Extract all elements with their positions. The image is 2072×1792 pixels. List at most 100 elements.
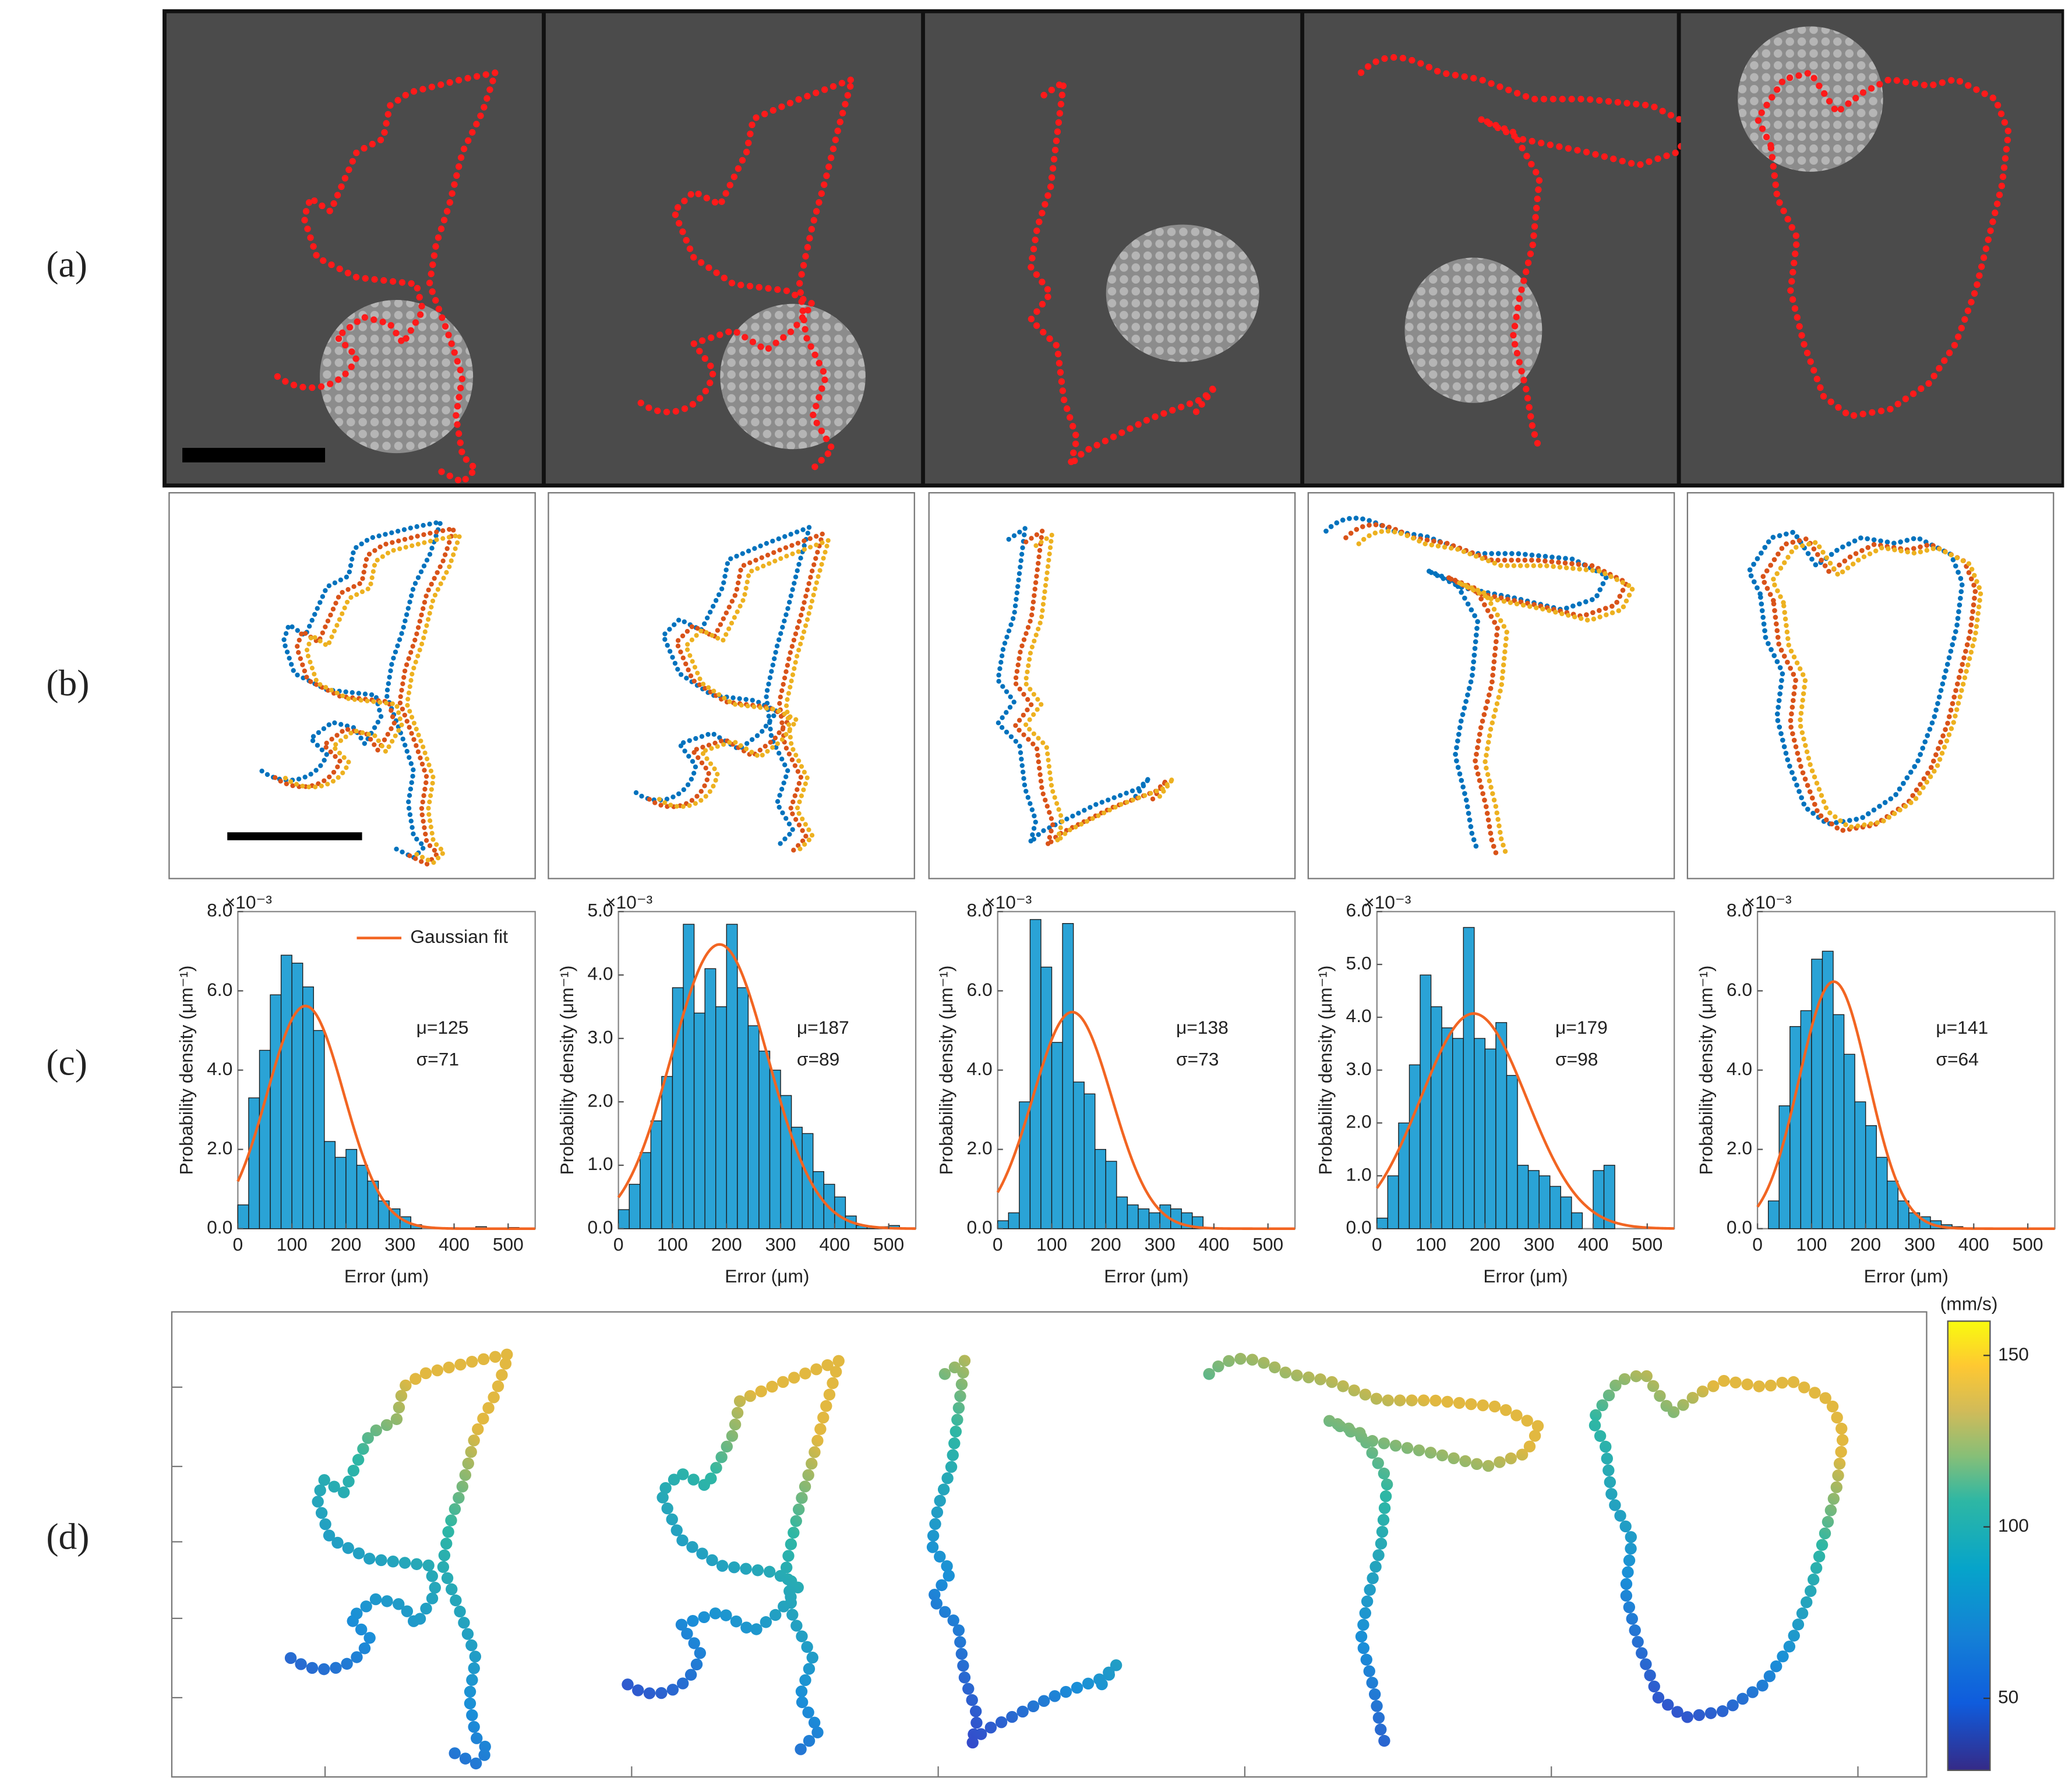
image-frame [166, 13, 542, 484]
x-tick-label: 400 [439, 1234, 470, 1255]
colorbar-label: (mm/s) [1940, 1293, 1998, 1314]
fit-curve [1375, 1012, 1675, 1230]
bar [1105, 1161, 1117, 1229]
fit-mu-label: μ=125 [416, 1017, 469, 1038]
colorbar-scale [1947, 1320, 1991, 1771]
fit-sigma-label: σ=64 [1936, 1049, 1978, 1070]
image-frame [1304, 13, 1692, 484]
y-tick-label: 6.0 [207, 979, 232, 1000]
y-tick-label: 1.0 [587, 1153, 613, 1174]
bar [1430, 1006, 1442, 1229]
fit-mu-label: μ=187 [797, 1017, 849, 1038]
x-tick-label: 100 [1036, 1234, 1067, 1255]
x-tick-label: 500 [873, 1234, 904, 1255]
bar [1571, 1212, 1583, 1229]
x-tick-label: 100 [1796, 1234, 1827, 1255]
fit-curve [996, 1010, 1296, 1230]
bar [693, 1012, 705, 1229]
y-tick-label: 6.0 [1346, 900, 1372, 921]
fit-sigma-label: σ=71 [416, 1049, 459, 1070]
bar [291, 963, 303, 1229]
bar [1072, 1081, 1085, 1229]
histogram-panel: 0.0 1.0 2.0 3.0 4.0 5.0 6.0 0 100 200 300 400 500 ×10… [1315, 892, 1675, 1286]
bar [1095, 1148, 1106, 1229]
bar [324, 1141, 336, 1229]
y-tick-label: 0.0 [207, 1217, 232, 1238]
bar [1506, 1075, 1518, 1229]
x-tick-label: 100 [1416, 1234, 1446, 1255]
y-tick-label: 4.0 [587, 963, 613, 984]
bar [1854, 1101, 1866, 1229]
y-axis-label: Probability density (μm⁻¹) [556, 966, 577, 1175]
x-axis-label: Error (μm) [1864, 1266, 1949, 1286]
bar [758, 1051, 771, 1229]
image-row [163, 9, 2064, 488]
bar [1517, 1165, 1529, 1229]
bar [1876, 1157, 1888, 1229]
image-frame [1681, 13, 2062, 484]
bar [617, 1209, 630, 1229]
x-tick-label: 0 [993, 1234, 1003, 1255]
x-tick-label: 200 [330, 1234, 361, 1255]
axis-offset-label: ×10⁻³ [984, 892, 1032, 913]
bar [661, 1076, 673, 1229]
bar [302, 986, 314, 1229]
y-axis-label: Probability density (μm⁻¹) [176, 966, 197, 1175]
fit-mu-label: μ=141 [1936, 1017, 1988, 1038]
x-tick-label: 300 [1904, 1234, 1935, 1255]
bar [1593, 1170, 1605, 1229]
bar [1148, 1212, 1160, 1229]
y-tick-label: 2.0 [207, 1137, 232, 1158]
bar [715, 1006, 727, 1229]
y-tick-label: 3.0 [587, 1026, 613, 1047]
y-axis-label: Probability density (μm⁻¹) [1315, 966, 1336, 1175]
bar [1560, 1196, 1572, 1229]
panel-label: (a) [46, 243, 87, 285]
image-frame [545, 13, 922, 484]
bar [1538, 1175, 1551, 1229]
y-tick-label: 0.0 [1727, 1217, 1752, 1238]
bar [237, 1204, 249, 1229]
bar [650, 1120, 662, 1229]
bar [1441, 1027, 1453, 1229]
fit-sigma-label: σ=98 [1555, 1049, 1598, 1070]
x-axis-label: Error (μm) [344, 1266, 429, 1286]
x-tick-label: 0 [1752, 1234, 1763, 1255]
y-tick-label: 5.0 [587, 900, 613, 921]
bar [345, 1148, 358, 1229]
x-axis-label: Error (μm) [1104, 1266, 1188, 1286]
x-tick-label: 200 [1470, 1234, 1501, 1255]
y-tick-label: 8.0 [207, 900, 232, 921]
x-tick-label: 500 [493, 1234, 524, 1255]
fit-sigma-label: σ=89 [797, 1049, 839, 1070]
bar [1887, 1180, 1899, 1229]
y-tick-label: 2.0 [966, 1137, 992, 1158]
x-tick-label: 300 [765, 1234, 796, 1255]
bar [683, 924, 695, 1229]
bar [1083, 1093, 1096, 1229]
y-tick-label: 2.0 [587, 1090, 613, 1111]
colorbar-tick-label: 150 [1998, 1344, 2029, 1365]
trajectory-row [168, 492, 2055, 879]
panel-label: (c) [46, 1041, 87, 1083]
bar [997, 1220, 1009, 1229]
fit-mu-label: μ=179 [1555, 1017, 1608, 1038]
axis-offset-label: ×10⁻³ [1364, 892, 1411, 913]
y-tick-label: 0.0 [966, 1217, 992, 1238]
colorbar-tick-label: 50 [1998, 1687, 2018, 1708]
x-tick-label: 0 [613, 1234, 624, 1255]
bar [1789, 1026, 1802, 1229]
bar [1463, 927, 1475, 1229]
fit-curve [1756, 980, 2055, 1230]
y-tick-label: 6.0 [966, 979, 992, 1000]
bar [1420, 974, 1432, 1229]
bar [313, 1030, 325, 1229]
histogram-panel: 0.0 2.0 4.0 6.0 8.0 0 100 200 300 400 500 ×10⁻³ Prob… [936, 892, 1296, 1286]
y-tick-label: 4.0 [1346, 1005, 1372, 1026]
bar [640, 1152, 652, 1229]
bar [1843, 1054, 1855, 1229]
bar [704, 968, 716, 1229]
histogram-panel: 0.0 2.0 4.0 6.0 8.0 0 100 200 300 400 500 ×10⁻³ Prob… [1695, 892, 2056, 1286]
bar [356, 1165, 368, 1229]
histogram-panel: 0.0 2.0 4.0 6.0 8.0 0 100 200 300 400 500 ×10⁻³ Prob… [176, 892, 536, 1286]
